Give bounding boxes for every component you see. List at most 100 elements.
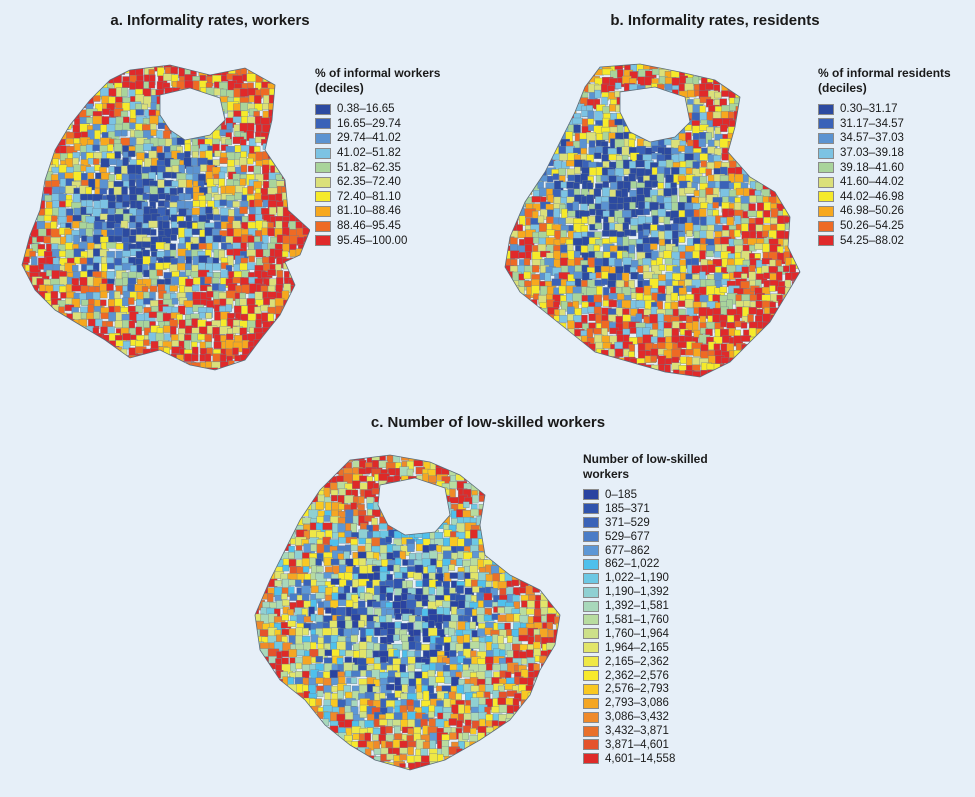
- legend-label: 16.65–29.74: [337, 117, 401, 130]
- legend-item: 1,022–1,190: [583, 571, 713, 585]
- legend-swatch: [818, 220, 834, 232]
- legend-item: 862–1,022: [583, 557, 713, 571]
- legend-swatch: [583, 739, 599, 751]
- legend-title: Number of low-skilled workers: [583, 452, 708, 481]
- legend-informality-residents: % of informal residents (deciles) 0.30–3…: [818, 66, 968, 248]
- legend-swatch: [583, 586, 599, 598]
- legend-item: 31.17–34.57: [818, 117, 968, 132]
- legend-swatch: [315, 147, 331, 159]
- legend-label: 54.25–88.02: [840, 234, 904, 247]
- legend-label: 3,871–4,601: [605, 738, 669, 751]
- legend-swatch: [315, 235, 331, 247]
- panel-b-title: b. Informality rates, residents: [610, 12, 820, 29]
- legend-swatch: [818, 191, 834, 203]
- legend-swatch: [315, 132, 331, 144]
- legend-label: 1,581–1,760: [605, 613, 669, 626]
- legend-item: 2,165–2,362: [583, 655, 713, 669]
- legend-item: 3,871–4,601: [583, 738, 713, 752]
- legend-label: 862–1,022: [605, 558, 660, 571]
- legend-label: 1,022–1,190: [605, 572, 669, 585]
- legend-swatch: [315, 118, 331, 130]
- map-outline: [504, 63, 801, 378]
- legend-swatch: [583, 628, 599, 640]
- legend-label: 81.10–88.46: [337, 205, 401, 218]
- legend-item: 88.46–95.45: [315, 219, 465, 234]
- legend-label: 3,086–3,432: [605, 711, 669, 724]
- legend-item: 371–529: [583, 516, 713, 530]
- legend-label: 72.40–81.10: [337, 190, 401, 203]
- legend-label: 1,964–2,165: [605, 641, 669, 654]
- legend-label: 3,432–3,871: [605, 725, 669, 738]
- legend-label: 2,165–2,362: [605, 655, 669, 668]
- map-outline: [254, 454, 561, 771]
- legend-item: 529–677: [583, 530, 713, 544]
- legend-label: 62.35–72.40: [337, 176, 401, 189]
- legend-swatch: [583, 531, 599, 543]
- legend-label: 29.74–41.02: [337, 132, 401, 145]
- legend-label: 2,576–2,793: [605, 683, 669, 696]
- legend-swatch: [315, 176, 331, 188]
- legend-swatch: [315, 220, 331, 232]
- legend-swatch: [583, 711, 599, 723]
- legend-item: 34.57–37.03: [818, 131, 968, 146]
- legend-swatch: [315, 205, 331, 217]
- legend-item: 185–371: [583, 502, 713, 516]
- legend-item: 50.26–54.25: [818, 219, 968, 234]
- legend-swatch: [818, 132, 834, 144]
- legend-item: 2,362–2,576: [583, 669, 713, 683]
- legend-item: 29.74–41.02: [315, 131, 465, 146]
- legend-swatch: [583, 683, 599, 695]
- legend-label: 41.60–44.02: [840, 176, 904, 189]
- map-unpopulated-area: [159, 87, 226, 141]
- legend-title: % of informal residents (deciles): [818, 66, 951, 95]
- legend-label: 0.38–16.65: [337, 103, 395, 116]
- legend-item: 37.03–39.18: [818, 146, 968, 161]
- legend-label: 185–371: [605, 502, 650, 515]
- legend-item: 3,086–3,432: [583, 710, 713, 724]
- legend-item: 1,964–2,165: [583, 641, 713, 655]
- legend-label: 0–185: [605, 488, 637, 501]
- legend-item: 44.02–46.98: [818, 190, 968, 205]
- legend-item: 46.98–50.26: [818, 204, 968, 219]
- legend-item: 3,432–3,871: [583, 724, 713, 738]
- legend-title: % of informal workers (deciles): [315, 66, 441, 95]
- legend-item: 81.10–88.46: [315, 204, 465, 219]
- map-informality-workers: [21, 64, 310, 371]
- legend-item: 1,760–1,964: [583, 627, 713, 641]
- legend-swatch: [583, 600, 599, 612]
- legend-swatch: [583, 558, 599, 570]
- legend-label: 1,190–1,392: [605, 586, 669, 599]
- legend-label: 95.45–100.00: [337, 234, 408, 247]
- legend-swatch: [818, 176, 834, 188]
- map-low-skilled-workers: [254, 454, 561, 771]
- legend-label: 1,760–1,964: [605, 627, 669, 640]
- legend-label: 2,793–3,086: [605, 697, 669, 710]
- map-outline: [21, 64, 310, 371]
- legend-swatch: [583, 656, 599, 668]
- legend-item: 0.38–16.65: [315, 102, 465, 117]
- legend-label: 37.03–39.18: [840, 147, 904, 160]
- legend-item: 72.40–81.10: [315, 190, 465, 205]
- legend-swatch: [583, 545, 599, 556]
- legend-swatch: [315, 103, 331, 115]
- legend-label: 529–677: [605, 530, 650, 543]
- legend-item: 2,576–2,793: [583, 682, 713, 696]
- panel-a-title: a. Informality rates, workers: [110, 12, 310, 29]
- legend-item: 62.35–72.40: [315, 175, 465, 190]
- legend-swatch: [818, 147, 834, 159]
- legend-swatch: [818, 162, 834, 174]
- legend-label: 4,601–14,558: [605, 752, 676, 765]
- legend-swatch: [583, 614, 599, 626]
- legend-label: 51.82–62.35: [337, 161, 401, 174]
- legend-item: 1,190–1,392: [583, 585, 713, 599]
- legend-swatch: [583, 753, 599, 765]
- legend-swatch: [818, 118, 834, 130]
- legend-item: 51.82–62.35: [315, 160, 465, 175]
- legend-item: 4,601–14,558: [583, 752, 713, 766]
- panel-c-title: c. Number of low-skilled workers: [370, 414, 606, 431]
- legend-item: 2,793–3,086: [583, 696, 713, 710]
- legend-swatch: [315, 162, 331, 174]
- legend-item: 677–862: [583, 544, 713, 558]
- legend-label: 31.17–34.57: [840, 117, 904, 130]
- map-informality-residents: [504, 63, 801, 378]
